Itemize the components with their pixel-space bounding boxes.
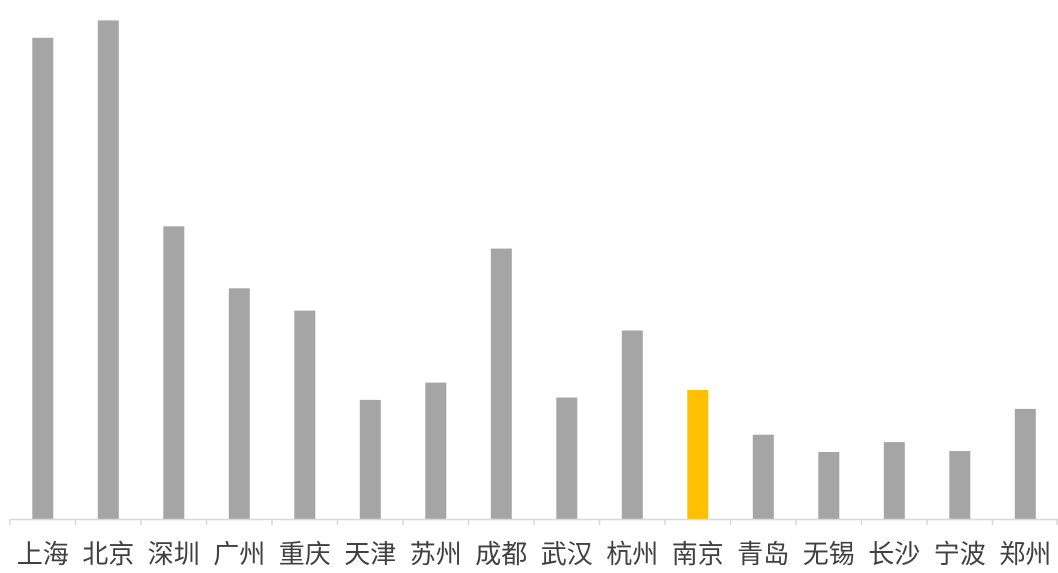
bar-12 (818, 452, 840, 519)
category-label: 北京 (82, 540, 134, 570)
bar-14 (949, 451, 971, 519)
category-label: 深圳 (148, 540, 200, 570)
category-label: 广州 (213, 540, 265, 570)
bar-8 (556, 397, 578, 519)
bar-9 (621, 330, 643, 519)
category-labels: 上海 北京 深圳 广州 重庆 天津 苏州 成都 武汉 杭州 南京 青岛 无锡 长沙 宁波 郑州 (17, 540, 1052, 570)
category-label: 成都 (475, 540, 527, 570)
category-label: 无锡 (803, 540, 855, 570)
bar-1 (97, 20, 119, 520)
bar-11 (752, 434, 774, 519)
bar-6 (425, 382, 447, 519)
bar-0 (32, 37, 54, 520)
category-label: 宁波 (934, 540, 986, 570)
category-label: 重庆 (279, 540, 331, 570)
bar-2 (163, 226, 185, 520)
category-label: 杭州 (606, 540, 658, 570)
bar-4 (294, 310, 316, 519)
category-label: 武汉 (541, 540, 593, 570)
category-label: 苏州 (410, 540, 462, 570)
bar-15 (1014, 408, 1036, 519)
bar-7 (490, 248, 512, 519)
x-axis (9, 518, 1058, 525)
bar-13 (883, 442, 905, 519)
category-label: 上海 (17, 540, 69, 570)
category-label: 天津 (344, 540, 396, 570)
category-label: 长沙 (868, 540, 920, 570)
category-label: 南京 (672, 540, 724, 570)
category-label: 郑州 (999, 540, 1051, 570)
bar-5 (359, 399, 381, 519)
bar-10 (687, 390, 709, 519)
category-label: 青岛 (737, 540, 789, 570)
bars-group (32, 20, 1036, 520)
bar-3 (228, 288, 250, 519)
